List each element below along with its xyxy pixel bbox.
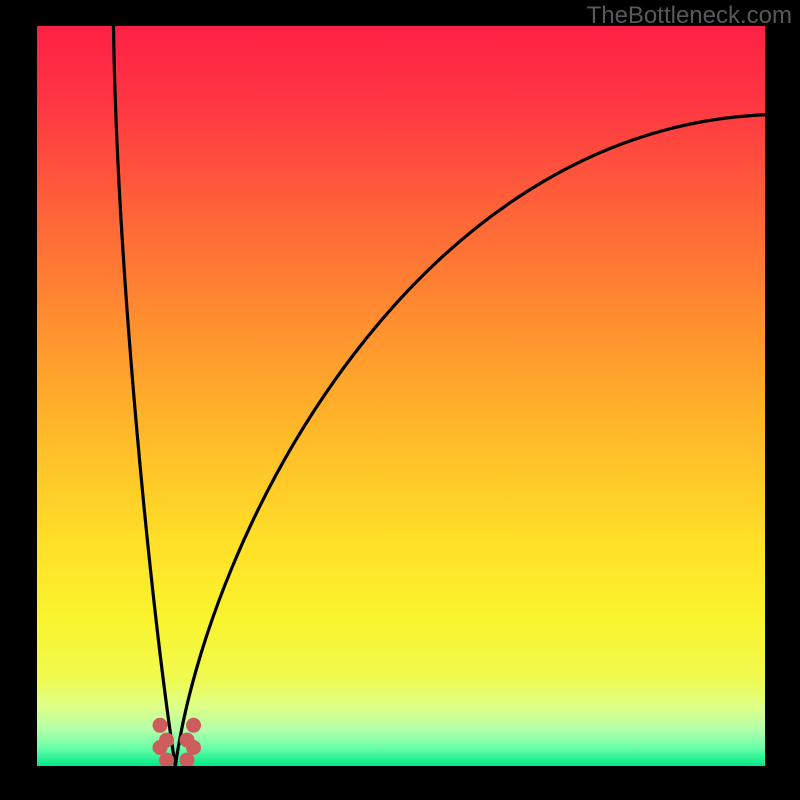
gradient-background bbox=[37, 26, 765, 766]
data-marker bbox=[186, 740, 201, 755]
data-marker bbox=[159, 733, 174, 748]
chart-container: TheBottleneck.com bbox=[0, 0, 800, 800]
watermark-text: TheBottleneck.com bbox=[587, 2, 792, 30]
data-marker bbox=[186, 718, 201, 733]
data-marker bbox=[153, 718, 168, 733]
bottleneck-chart bbox=[37, 26, 765, 766]
